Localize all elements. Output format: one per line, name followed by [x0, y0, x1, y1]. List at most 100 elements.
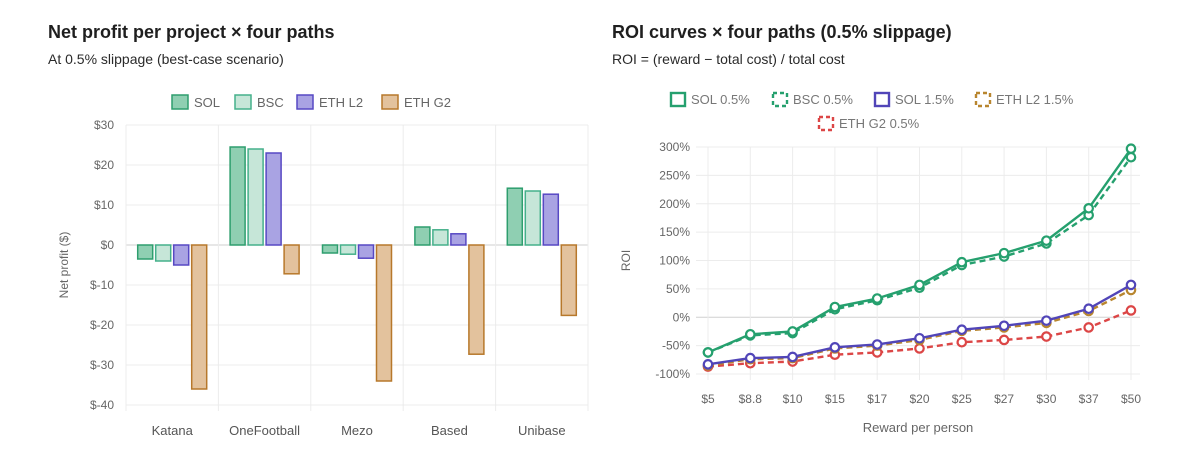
legend-swatch	[771, 91, 789, 108]
y-axis-label: ROI	[619, 250, 633, 271]
data-point-eth-g2-0-5	[1083, 322, 1094, 333]
bar-eth-g2	[283, 244, 300, 275]
y-tick-label: $-10	[90, 278, 114, 292]
net-profit-chart-panel: Net profit per project × four paths At 0…	[48, 22, 589, 438]
x-tick-label: $27	[994, 392, 1014, 406]
data-point-sol-1-5	[1041, 315, 1052, 326]
bar-chart-svg: $-40 $-30 $-20 $-10 $0 $10 $20 $30 Net profit ($…	[57, 94, 589, 438]
data-point-sol-1-5	[1125, 279, 1137, 291]
legend-swatch	[296, 94, 314, 110]
data-point-eth-g2-0-5	[956, 336, 968, 348]
data-point-sol-1-5	[914, 332, 925, 344]
x-tick-label: $10	[783, 392, 803, 406]
bar-sol	[229, 146, 246, 246]
data-point-sol-1-5	[998, 320, 1010, 332]
data-point-sol-0-5	[871, 293, 883, 304]
chart-subtitle: At 0.5% slippage (best-case scenario)	[48, 51, 284, 67]
data-point-sol-1-5	[871, 339, 883, 350]
x-tick-label: $20	[909, 392, 929, 406]
legend-swatch	[817, 115, 835, 132]
data-point-sol-1-5	[745, 352, 756, 364]
data-point-eth-g2-0-5	[998, 334, 1010, 346]
data-point-eth-g2-0-5	[914, 343, 925, 354]
data-point-sol-0-5	[702, 347, 714, 358]
data-point-sol-1-5	[1083, 303, 1094, 315]
data-point-sol-1-5	[787, 351, 798, 363]
legend-label: BSC	[257, 95, 284, 110]
data-point-sol-0-5	[998, 247, 1010, 259]
legend-swatch	[381, 94, 399, 110]
x-tick-label: Based	[431, 423, 468, 438]
data-point-sol-0-5	[1083, 202, 1094, 214]
data-point-sol-0-5	[914, 279, 925, 291]
bar-bsc	[339, 244, 357, 255]
bar-bsc	[154, 244, 172, 262]
legend-label: BSC 0.5%	[793, 92, 853, 107]
legend-label: ETH L2 1.5%	[996, 92, 1074, 107]
y-tick-label: $0	[101, 238, 115, 252]
bar-eth-l2	[450, 233, 467, 246]
bar-bsc	[524, 190, 542, 246]
x-tick-label: $15	[825, 392, 845, 406]
data-point-sol-0-5	[1125, 143, 1137, 155]
bar-sol	[321, 244, 339, 254]
y-tick-label: $-20	[90, 318, 114, 332]
x-tick-label: $8.8	[739, 392, 763, 406]
legend-label: ETH G2 0.5%	[839, 116, 920, 131]
x-tick-label: $5	[701, 392, 715, 406]
data-point-sol-0-5	[745, 328, 756, 340]
data-point-eth-g2-0-5	[1125, 305, 1137, 316]
x-tick-label: $50	[1121, 392, 1141, 406]
chart-title: Net profit per project × four paths	[48, 22, 335, 42]
x-tick-label: OneFootball	[229, 423, 300, 438]
y-tick-label: $10	[94, 198, 114, 212]
x-tick-label: $25	[952, 392, 972, 406]
x-tick-label: Katana	[152, 423, 194, 438]
y-tick-label: -50%	[662, 339, 690, 353]
bar-bsc	[247, 148, 264, 246]
y-tick-label: -100%	[655, 367, 690, 381]
y-tick-label: $-30	[90, 358, 114, 372]
legend-swatch	[669, 91, 687, 108]
y-tick-label: 150%	[659, 225, 690, 239]
data-point-sol-0-5	[956, 256, 968, 268]
line-chart-svg: -100% -50% 0% 50% 100% 150% 200% 250% 300% $5 $8.8…	[619, 91, 1141, 435]
legend-swatch	[974, 91, 992, 108]
data-point-sol-1-5	[829, 342, 841, 353]
y-axis-label: Net profit ($)	[57, 232, 71, 299]
chart-subtitle: ROI = (reward − total cost) / total cost	[612, 51, 845, 67]
bar-eth-g2	[560, 244, 578, 317]
y-tick-label: $30	[94, 118, 114, 132]
x-tick-label: $17	[867, 392, 887, 406]
y-tick-label: $20	[94, 158, 114, 172]
bar-eth-l2	[357, 244, 375, 259]
data-point-sol-1-5	[956, 324, 968, 336]
legend-label: ETH L2	[319, 95, 363, 110]
bar-sol	[506, 187, 524, 246]
bar-eth-l2	[542, 193, 560, 246]
y-tick-label: $-40	[90, 398, 114, 412]
data-point-sol-0-5	[829, 301, 841, 313]
legend-label: SOL 0.5%	[691, 92, 750, 107]
legend-swatch	[234, 94, 252, 110]
legend-swatch	[171, 94, 189, 110]
y-tick-label: 100%	[659, 254, 690, 268]
y-tick-label: 300%	[659, 140, 690, 154]
y-tick-label: 50%	[666, 282, 690, 296]
bar-sol	[414, 226, 431, 246]
bar-eth-g2	[468, 244, 485, 355]
y-tick-label: 0%	[673, 310, 691, 324]
bar-sol	[136, 244, 154, 260]
legend-label: SOL	[194, 95, 220, 110]
bar-eth-l2	[172, 244, 190, 266]
data-point-sol-1-5	[702, 359, 714, 370]
chart-title: ROI curves × four paths (0.5% slippage)	[612, 22, 952, 42]
x-tick-label: Unibase	[518, 423, 566, 438]
legend-label: SOL 1.5%	[895, 92, 954, 107]
roi-curves-chart-panel: ROI curves × four paths (0.5% slippage) …	[600, 0, 1200, 469]
data-point-eth-g2-0-5	[1041, 331, 1052, 342]
y-tick-label: 250%	[659, 168, 690, 182]
bar-eth-l2	[265, 152, 282, 246]
bar-bsc	[432, 229, 449, 246]
legend-label: ETH G2	[404, 95, 451, 110]
